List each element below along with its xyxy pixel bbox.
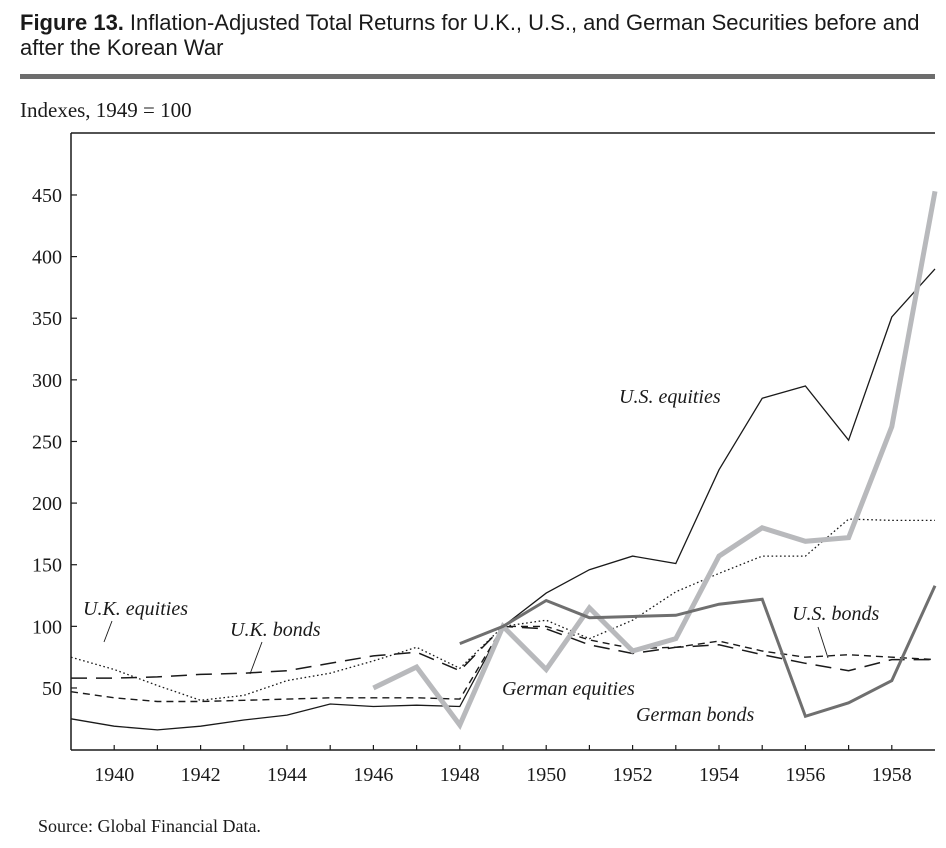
y-tick-label: 300 (32, 370, 62, 392)
x-tick-label: 1956 (785, 764, 825, 786)
series-line-u-k-bonds (71, 625, 935, 679)
y-tick-label: 200 (32, 493, 62, 515)
leader-us-bonds (817, 626, 829, 659)
leader-uk-equities (103, 620, 113, 643)
source-note: Source: Global Financial Data. (38, 816, 261, 836)
y-tick-label: 450 (32, 185, 62, 207)
leader-uk-bonds (249, 641, 263, 675)
chart-title: Figure 13. Inflation-Adjusted Total Retur… (20, 10, 920, 60)
y-tick-label: 350 (32, 308, 62, 330)
figure-number: Figure 13. (20, 10, 124, 35)
figure-title: Inflation-Adjusted Total Returns for U.K… (20, 10, 920, 60)
y-axis-units-label: Indexes, 1949 = 100 (20, 98, 192, 122)
x-tick-label: 1942 (181, 764, 221, 786)
label-german-bonds: German bonds (636, 704, 755, 726)
label-u-k-bonds: U.K. bonds (230, 619, 321, 641)
series-layer (70, 190, 938, 731)
x-tick-label: 1946 (353, 764, 393, 786)
label-u-s-equities: U.S. equities (619, 386, 721, 408)
x-tick-label: 1958 (872, 764, 912, 786)
label-u-s-bonds: U.S. bonds (792, 603, 879, 625)
y-tick-label: 250 (32, 431, 62, 453)
series-line-german-bonds (459, 585, 937, 719)
x-tick-label: 1954 (699, 764, 739, 786)
x-tick-label: 1944 (267, 764, 307, 786)
y-tick-label: 100 (32, 616, 62, 638)
label-u-k-equities: U.K. equities (83, 598, 188, 620)
x-tick-label: 1948 (440, 764, 480, 786)
plot-frame: 50 100 150 200 250 300 350 400 450 1940 1942 1944 19… (32, 132, 935, 786)
series-line-german-equities (372, 190, 938, 730)
y-tick-label: 400 (32, 247, 62, 269)
x-tick-label: 1952 (613, 764, 653, 786)
series-labels: U.S. equities U.K. equities U.K. bonds U.S.… (83, 386, 879, 726)
y-tick-label: 50 (42, 678, 62, 700)
x-tick-label: 1950 (526, 764, 566, 786)
y-tick-label: 150 (32, 555, 62, 577)
x-tick-label: 1940 (94, 764, 134, 786)
series-line-u-s-equities (70, 268, 936, 731)
label-german-equities: German equities (502, 678, 635, 700)
title-rule (20, 74, 935, 79)
